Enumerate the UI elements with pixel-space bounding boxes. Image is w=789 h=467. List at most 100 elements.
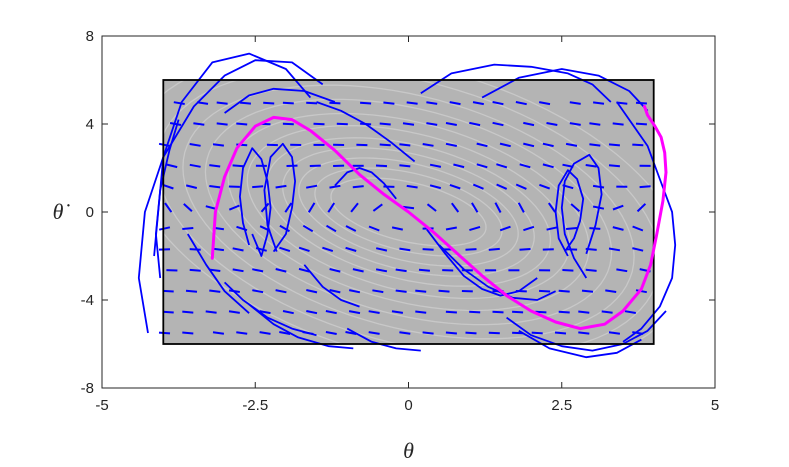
field-segment bbox=[496, 163, 508, 169]
field-segment bbox=[279, 224, 290, 233]
field-segment bbox=[449, 101, 461, 106]
field-segment bbox=[372, 289, 384, 294]
field-segment bbox=[302, 224, 314, 233]
field-segment bbox=[391, 310, 404, 314]
field-segment bbox=[368, 331, 380, 335]
trajectory-line bbox=[554, 169, 585, 257]
field-segment bbox=[471, 202, 479, 213]
contour-line bbox=[265, 137, 552, 287]
contour-line bbox=[163, 80, 654, 344]
trajectory-line bbox=[420, 63, 612, 103]
field-segment bbox=[639, 185, 651, 189]
field-segment bbox=[275, 184, 287, 189]
field-segment bbox=[415, 310, 427, 314]
field-segment bbox=[298, 267, 310, 273]
field-segment bbox=[263, 101, 275, 105]
field-segment bbox=[239, 101, 251, 105]
field-segment bbox=[329, 289, 341, 294]
field-segment bbox=[232, 268, 244, 273]
field-segment bbox=[282, 101, 294, 105]
field-segment bbox=[535, 310, 547, 314]
field-segment bbox=[499, 225, 511, 232]
field-segment bbox=[601, 310, 613, 314]
x-tick-label: 0 bbox=[404, 397, 412, 414]
field-segment bbox=[166, 163, 178, 169]
field-segment bbox=[209, 289, 221, 293]
field-segment bbox=[512, 310, 524, 314]
field-segment bbox=[570, 203, 581, 212]
field-segment bbox=[399, 164, 411, 168]
trajectory-line bbox=[334, 167, 397, 200]
trajectory-line bbox=[187, 233, 250, 314]
field-segment bbox=[209, 185, 221, 189]
field-segment bbox=[182, 227, 194, 230]
field-segment bbox=[306, 184, 318, 189]
field-segment bbox=[494, 202, 502, 213]
contour-line bbox=[182, 84, 635, 340]
field-segment bbox=[578, 331, 590, 335]
field-segment bbox=[212, 331, 225, 335]
x-tick-label: -5 bbox=[95, 397, 108, 414]
y-tick-label: -4 bbox=[81, 292, 94, 309]
field-segment bbox=[232, 164, 244, 168]
field-segment bbox=[445, 122, 457, 126]
field-segment bbox=[259, 331, 271, 335]
field-segment bbox=[608, 143, 620, 147]
field-segment bbox=[252, 185, 264, 189]
field-segment bbox=[515, 183, 527, 190]
y-axis-label: θ̇ bbox=[53, 199, 71, 224]
field-segment bbox=[608, 247, 621, 252]
field-segment bbox=[379, 143, 391, 147]
field-segment bbox=[306, 101, 318, 105]
contour-line bbox=[227, 112, 590, 312]
field-segment bbox=[542, 163, 554, 169]
field-segment bbox=[426, 203, 437, 212]
field-segment bbox=[379, 122, 391, 126]
region-border bbox=[162, 79, 655, 345]
field-segment bbox=[438, 289, 450, 293]
trajectory-line bbox=[518, 330, 642, 359]
field-segment bbox=[445, 226, 457, 231]
field-segment bbox=[209, 164, 221, 168]
field-segment bbox=[284, 202, 293, 213]
field-segment bbox=[585, 164, 597, 168]
trajectory-line bbox=[155, 119, 180, 279]
field-segment bbox=[612, 122, 624, 126]
field-segment bbox=[523, 121, 535, 127]
field-segment bbox=[368, 310, 380, 314]
field-segment bbox=[228, 310, 240, 314]
field-segment bbox=[336, 122, 348, 126]
field-segment bbox=[348, 289, 361, 294]
field-segment bbox=[327, 202, 336, 213]
field-segment bbox=[492, 310, 504, 314]
field-segment bbox=[445, 142, 457, 147]
field-segment bbox=[539, 289, 551, 293]
field-segment bbox=[182, 331, 194, 335]
field-segment bbox=[426, 101, 438, 105]
field-segment bbox=[329, 101, 341, 105]
trajectory-line bbox=[560, 153, 603, 279]
field-segment bbox=[395, 289, 407, 293]
field-segment bbox=[307, 202, 316, 213]
field-segment bbox=[193, 122, 205, 126]
field-segment bbox=[565, 142, 578, 147]
trajectory-line bbox=[137, 59, 324, 334]
field-segment bbox=[519, 163, 531, 169]
trajectory-line bbox=[248, 303, 354, 350]
field-segment bbox=[569, 122, 581, 126]
trajectory-line bbox=[224, 87, 336, 114]
field-segment bbox=[449, 183, 461, 190]
field-segment bbox=[476, 142, 488, 148]
field-segment bbox=[173, 101, 185, 105]
field-segment bbox=[469, 121, 481, 127]
field-segment bbox=[547, 202, 556, 213]
trajectory-line bbox=[239, 147, 272, 257]
field-segment bbox=[162, 289, 174, 293]
field-segment bbox=[566, 227, 578, 230]
field-segment bbox=[216, 101, 228, 105]
field-segment bbox=[515, 101, 527, 106]
field-segment bbox=[429, 163, 442, 168]
field-segment bbox=[325, 331, 337, 335]
field-segment bbox=[252, 268, 264, 273]
field-segment bbox=[216, 122, 228, 126]
